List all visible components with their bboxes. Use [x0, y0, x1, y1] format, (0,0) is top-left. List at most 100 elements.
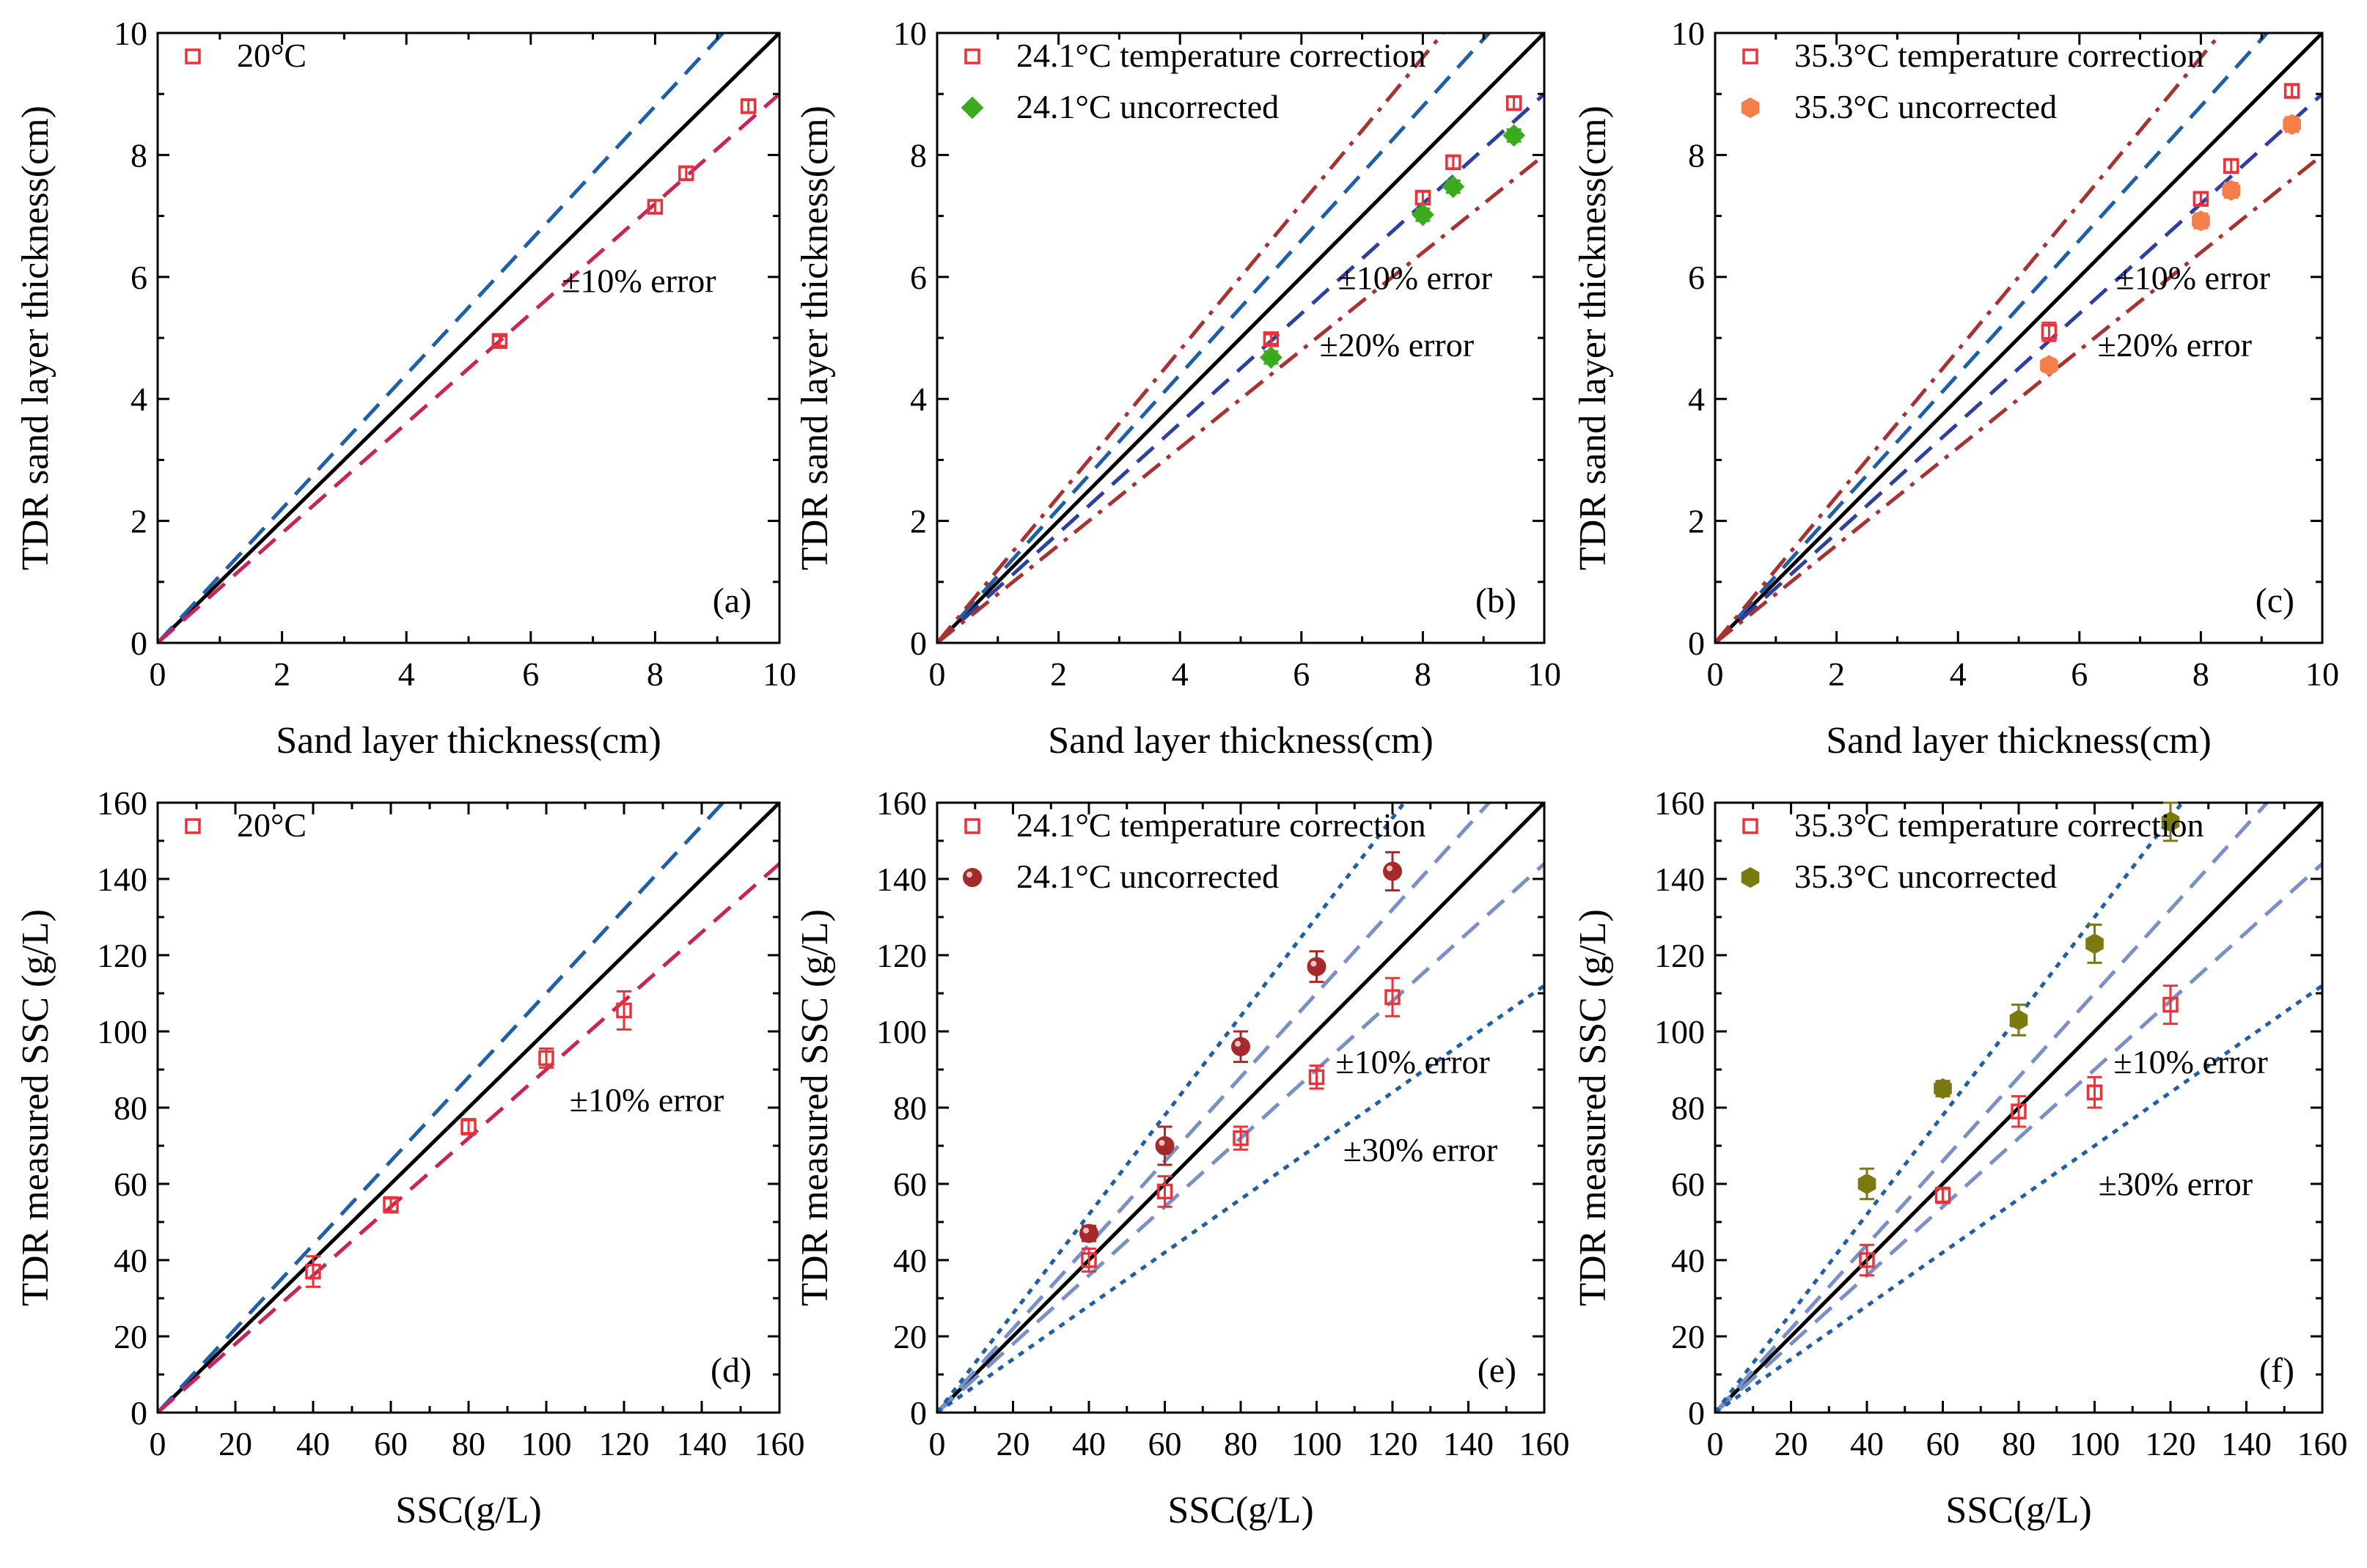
data-point [1155, 1136, 1175, 1155]
x-tick-label: 0 [929, 655, 946, 693]
reference-lines [1715, 33, 2322, 643]
legend-label: 35.3°C temperature correction [1794, 806, 2204, 844]
data-point [1383, 861, 1402, 881]
y-axis-label: TDR measured SSC (g/L) [1572, 909, 1614, 1306]
legend-marker [185, 818, 201, 834]
legend-label: 20°C [237, 806, 307, 844]
y-tick-label: 0 [910, 1394, 927, 1432]
y-tick-label: 8 [1688, 136, 1705, 174]
ref-line-identity [158, 803, 779, 1413]
data-point [1231, 1037, 1250, 1056]
data-point [1307, 957, 1326, 976]
data-point [2040, 355, 2058, 376]
data-point [2223, 158, 2239, 174]
x-tick-label: 140 [2221, 1425, 2272, 1462]
legend-marker [1742, 818, 1758, 834]
x-tick-label: 0 [1707, 655, 1724, 693]
y-axis-label: TDR measured SSC (g/L) [15, 909, 56, 1306]
ref-line-lower-10 [1715, 862, 2322, 1413]
x-tick-label: 140 [677, 1425, 727, 1462]
data-point [1156, 1183, 1173, 1200]
y-tick-label: 160 [97, 784, 147, 822]
y-tick-label: 60 [893, 1166, 927, 1203]
y-tick-label: 20 [893, 1318, 927, 1355]
data-point [1502, 124, 1526, 147]
chart-panel-1: 0 2 4 6 8 10 0 2 4 6 8 10 Sand layer thickness(cm) TD… [15, 15, 796, 762]
legend-label: 24.1°C uncorrected [1016, 88, 1279, 125]
y-tick-label: 0 [131, 1394, 147, 1432]
y-tick-label: 6 [1688, 259, 1705, 296]
annotation-text: ±10% error [2113, 1043, 2267, 1081]
ref-line-lower-20 [1715, 153, 2322, 643]
panel-label: (c) [2256, 581, 2294, 620]
panel-label: (b) [1475, 581, 1516, 620]
x-tick-label: 100 [521, 1425, 572, 1462]
ref-line-upper-30 [937, 803, 1407, 1413]
ref-line-upper-10 [937, 803, 1492, 1413]
data-point [538, 1050, 554, 1067]
data-point [1442, 175, 1465, 199]
x-tick-label: 6 [522, 655, 539, 693]
y-tick-label: 0 [1688, 1394, 1705, 1432]
data-point [1081, 1252, 1097, 1268]
data-point [1505, 95, 1522, 111]
annotation-text: ±20% error [2098, 326, 2252, 364]
ref-line-upper-10 [158, 33, 726, 643]
panel-label: (d) [711, 1351, 752, 1390]
x-tick-label: 0 [929, 1425, 946, 1462]
legend-marker [963, 868, 982, 887]
y-tick-label: 10 [1671, 15, 1705, 52]
data-point [1445, 154, 1461, 171]
y-tick-label: 2 [910, 503, 927, 540]
x-tick-label: 20 [219, 1425, 252, 1462]
x-tick-label: 60 [1926, 1425, 1960, 1462]
x-tick-label: 20 [1775, 1425, 1808, 1462]
y-tick-label: 8 [910, 136, 927, 174]
ref-line-upper-10 [1715, 33, 2270, 643]
data-point [1263, 331, 1280, 347]
legend-label: 35.3°C temperature correction [1794, 37, 2204, 74]
x-tick-label: 80 [2002, 1425, 2036, 1462]
x-tick-label: 2 [274, 655, 290, 693]
legend-marker-highlight [966, 872, 972, 877]
x-axis-label: SSC(g/L) [1167, 1490, 1313, 1531]
x-tick-label: 2 [1828, 655, 1845, 693]
y-tick-label: 120 [876, 937, 927, 974]
data-point [740, 98, 757, 114]
x-tick-label: 4 [1950, 655, 1967, 693]
data-point [2283, 114, 2301, 135]
data-point [616, 1002, 632, 1019]
y-tick-label: 20 [114, 1318, 147, 1355]
annotation-text: ±10% error [570, 1081, 724, 1119]
series-2 [1857, 801, 2180, 1201]
data-point [1934, 1187, 1951, 1204]
data-point [1308, 1069, 1325, 1086]
ref-line-lower-10 [158, 92, 779, 643]
x-tick-label: 6 [2071, 655, 2088, 693]
y-tick-label: 80 [114, 1089, 147, 1127]
y-tick-label: 6 [131, 259, 147, 296]
x-tick-label: 4 [1172, 655, 1189, 693]
series-2 [1079, 851, 1402, 1243]
data-point [2222, 180, 2241, 201]
x-tick-label: 160 [2297, 1425, 2348, 1462]
data-point [1934, 1078, 1952, 1100]
legend-marker [961, 96, 984, 119]
reference-lines [158, 33, 779, 643]
annotation-text: ±30% error [2099, 1166, 2253, 1203]
data-point [1079, 1223, 1098, 1243]
x-tick-label: 0 [1707, 1425, 1724, 1462]
ref-line-identity [937, 803, 1544, 1413]
data-point [383, 1196, 399, 1213]
chart-panel-3: 0 2 4 6 8 10 0 2 4 6 8 10 Sand layer thickness(cm) TD… [1572, 15, 2339, 762]
y-tick-label: 60 [1671, 1166, 1705, 1203]
series-1 [1263, 95, 1522, 347]
data-point [2085, 933, 2104, 954]
legend-marker [1741, 866, 1760, 888]
data-point-highlight [1159, 1140, 1165, 1146]
x-tick-label: 0 [150, 655, 166, 693]
data-point [2011, 1103, 2027, 1119]
annotation-text: ±10% error [2115, 259, 2269, 296]
x-axis-label: Sand layer thickness(cm) [1826, 720, 2212, 762]
